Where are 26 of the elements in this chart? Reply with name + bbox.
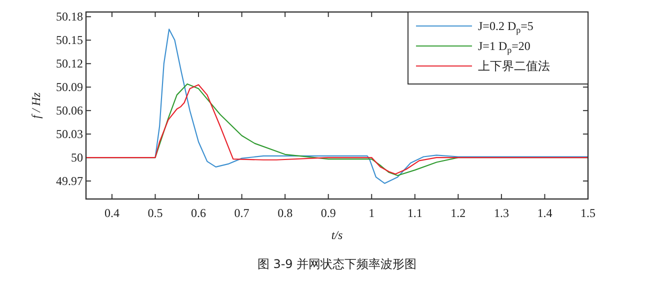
- x-tick-label: 0.6: [191, 206, 206, 220]
- legend-label: J=1 D$_{p}$=20: [478, 39, 530, 55]
- x-tick-label: 1.4: [537, 206, 552, 220]
- x-tick-label: 0.4: [104, 206, 120, 220]
- y-axis-title: f / Hz: [29, 92, 43, 119]
- legend-label: 上下界二值法: [478, 59, 550, 73]
- y-tick-label: 49.97: [56, 174, 83, 188]
- y-tick-label: 50.09: [56, 80, 83, 94]
- y-tick-label: 50: [71, 150, 83, 165]
- x-tick-label: 1.2: [450, 206, 466, 220]
- x-tick-label: 0.8: [278, 206, 293, 220]
- x-tick-label: 1.3: [494, 206, 509, 220]
- x-axis-title: t/s: [331, 228, 343, 242]
- x-tick-label: 1.5: [580, 206, 596, 220]
- y-tick-label: 50.15: [56, 33, 83, 48]
- y-tick-label: 50.18: [56, 10, 83, 24]
- y-tick-label: 50.06: [56, 104, 83, 118]
- x-tick-label: 1.1: [407, 206, 422, 220]
- x-tick-label: 1: [368, 206, 375, 220]
- y-tick-label: 50.03: [56, 127, 83, 142]
- x-tick-label: 0.9: [320, 206, 336, 220]
- y-tick-label: 50.12: [56, 56, 83, 71]
- x-tick-label: 0.7: [234, 206, 250, 220]
- caption: 图 3-9 并网状态下频率波形图: [257, 257, 417, 271]
- x-tick-label: 0.5: [148, 206, 163, 220]
- legend-label: J=0.2 D$_{p}$=5: [478, 19, 534, 35]
